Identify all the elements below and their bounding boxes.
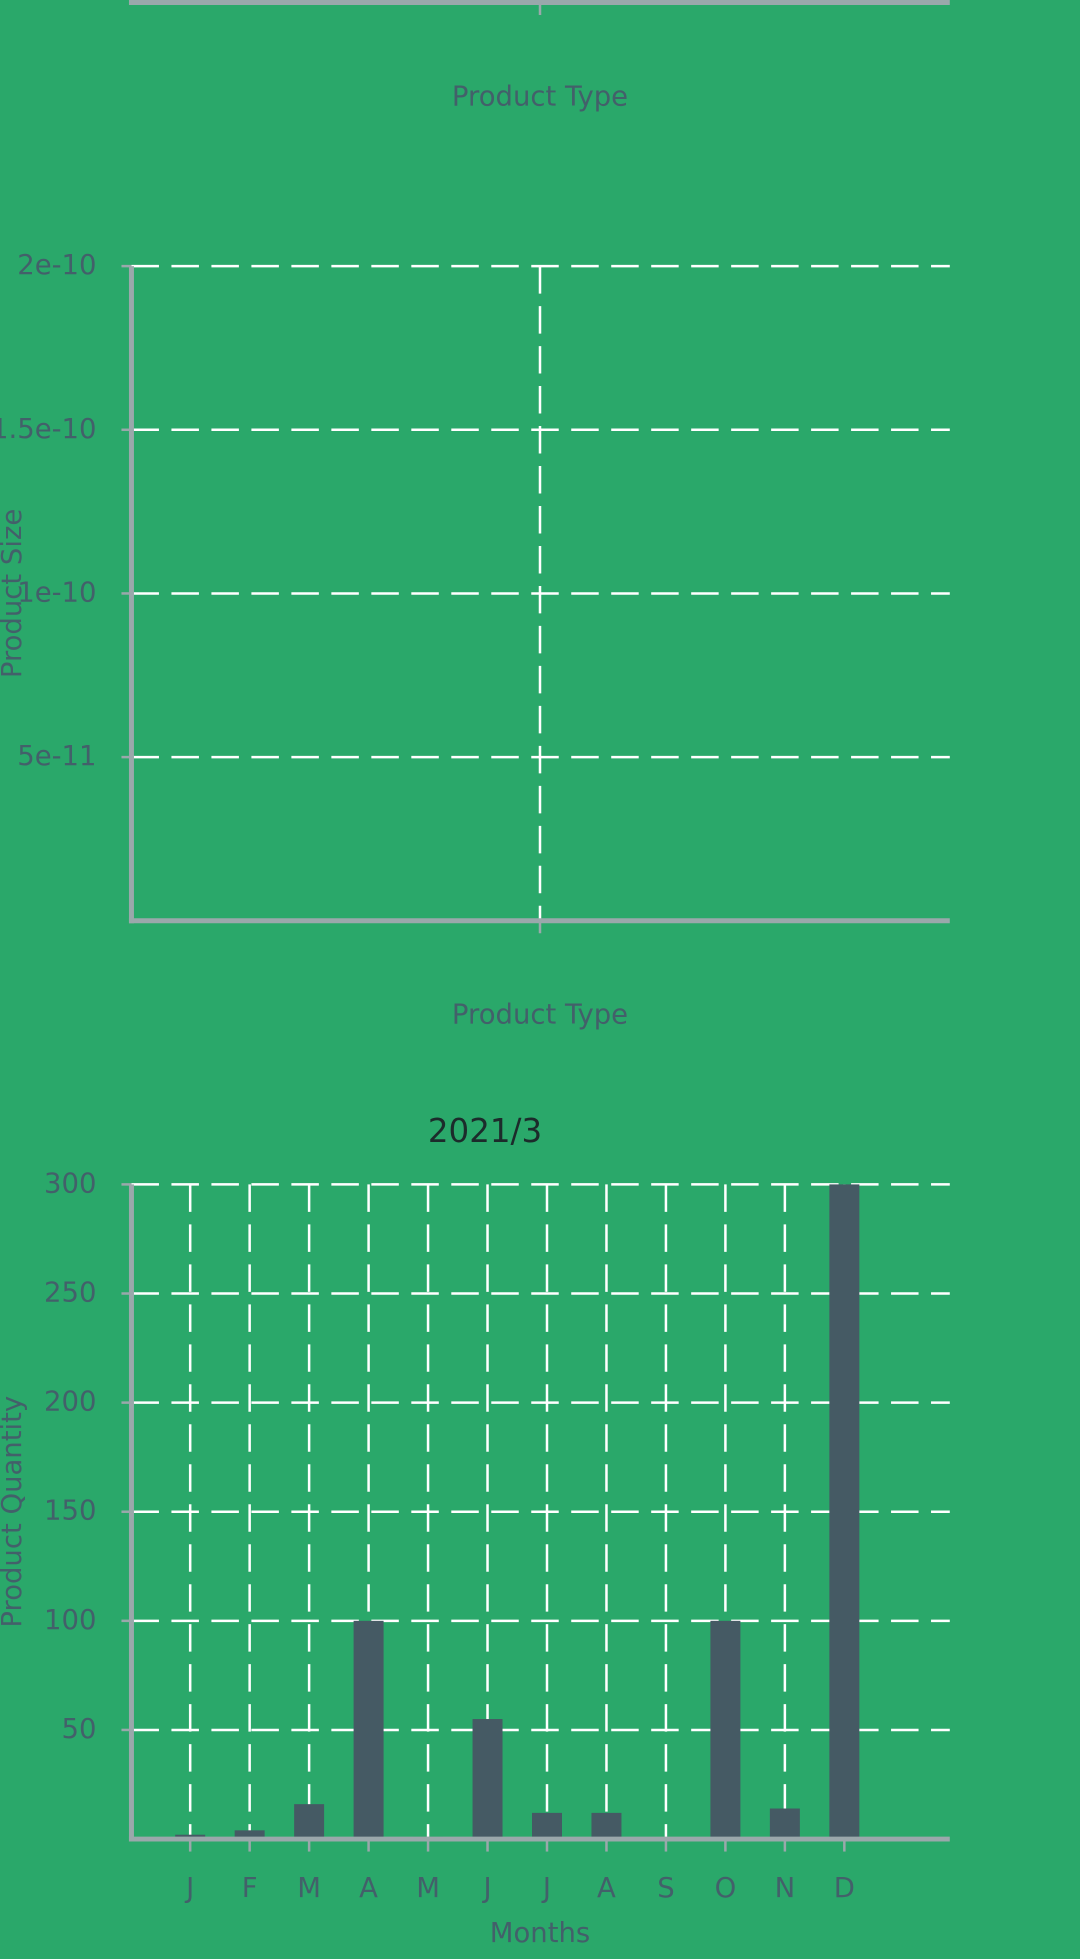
x-tick-label: O	[715, 1872, 737, 1904]
y-tick-label: 1e-10	[17, 576, 96, 608]
y-tick-label: 5e-11	[17, 740, 96, 772]
y-axis-label: Product Quantity	[0, 1396, 28, 1628]
x-tick-label: D	[834, 1872, 855, 1904]
chart-title: 2021/3	[428, 1112, 542, 1150]
bar	[591, 1812, 622, 1840]
bar	[829, 1184, 860, 1840]
x-tick-label: N	[775, 1872, 796, 1904]
x-tick-label: F	[242, 1872, 258, 1904]
bar	[710, 1620, 741, 1840]
x-axis-label: Product Type	[452, 80, 628, 112]
y-tick-label: 250	[44, 1277, 96, 1309]
y-tick-label: 150	[44, 1495, 96, 1527]
x-tick-label: A	[359, 1872, 378, 1904]
y-tick-label: 50	[62, 1713, 97, 1745]
bar	[472, 1719, 503, 1840]
bar	[294, 1804, 325, 1840]
y-tick-label: 200	[44, 1386, 96, 1418]
x-tick-label: A	[597, 1872, 616, 1904]
bar	[234, 1830, 265, 1840]
y-tick-label: 2e-10	[17, 249, 96, 281]
y-axis-label: Product Size	[0, 509, 28, 678]
x-tick-label: S	[657, 1872, 674, 1904]
bar	[532, 1812, 562, 1840]
y-tick-label: 100	[44, 1604, 96, 1636]
x-tick-label: J	[184, 1872, 194, 1904]
bar	[769, 1808, 800, 1840]
y-tick-label: 300	[44, 1167, 96, 1199]
x-axis-label: Product Type	[452, 999, 628, 1031]
x-tick-label: J	[541, 1872, 551, 1904]
bar	[353, 1620, 384, 1840]
y-tick-label: 1.5e-10	[0, 413, 96, 445]
x-tick-label: M	[297, 1872, 321, 1904]
x-axis-label: Months	[490, 1917, 590, 1949]
x-tick-label: M	[416, 1872, 440, 1904]
x-tick-label: J	[481, 1872, 491, 1904]
